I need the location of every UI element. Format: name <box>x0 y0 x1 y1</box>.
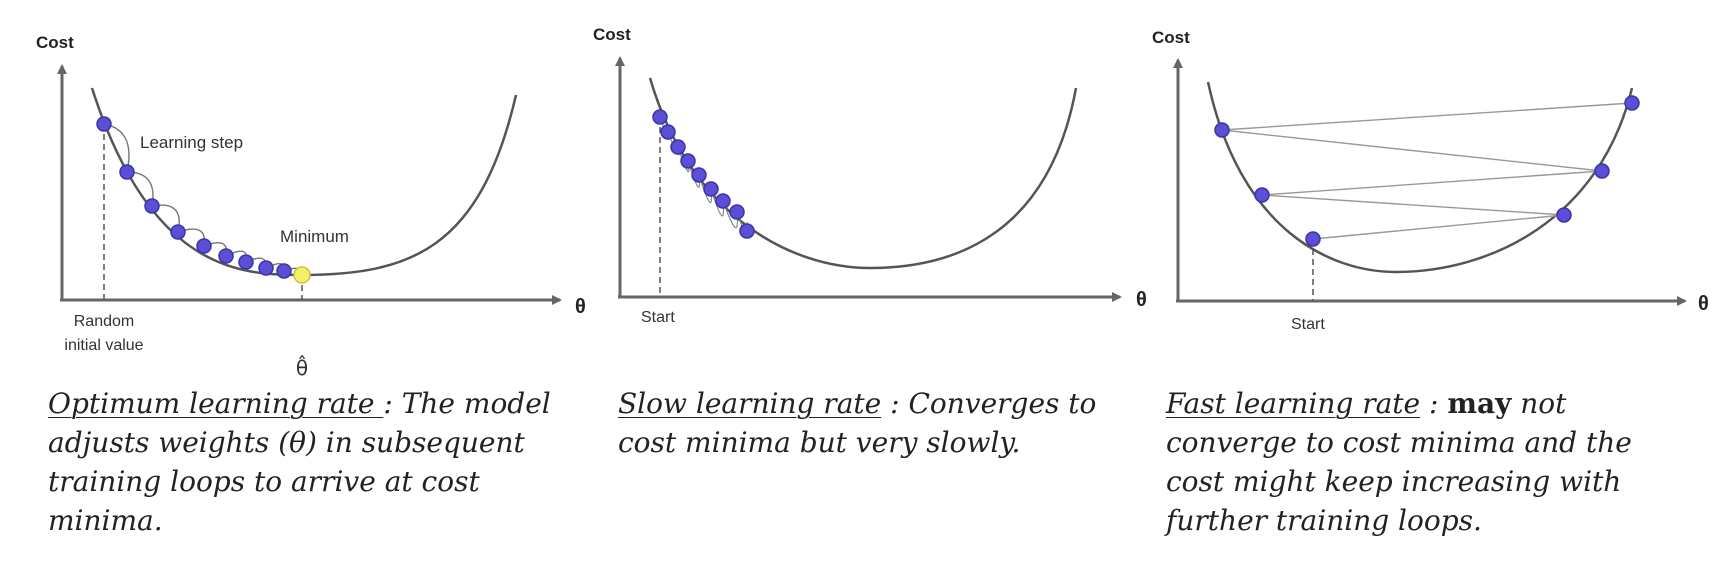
minimum-label: Minimum <box>280 227 349 246</box>
step-point <box>1214 122 1230 138</box>
cost-axis-label: Cost <box>36 33 74 52</box>
step-point <box>196 238 212 254</box>
minimum-point <box>293 266 311 284</box>
step-point <box>276 263 292 279</box>
step-point <box>670 139 686 155</box>
caption-optimum: Optimum learning rate : The model adjust… <box>48 384 588 540</box>
step-point <box>729 204 745 220</box>
panel-optimum: Cost θ Le <box>36 33 586 380</box>
panel-fast: Cost θ Start <box>1152 28 1709 333</box>
cost-curve <box>1206 81 1634 274</box>
caption-text: The model adjusts weights (θ) in subsequ… <box>48 387 551 537</box>
step-point <box>1305 231 1321 247</box>
start-label: Start <box>641 309 675 326</box>
step-point <box>715 193 731 209</box>
step-point <box>691 167 707 183</box>
learning-step-label: Learning step <box>140 133 243 152</box>
step-point <box>119 164 135 180</box>
step-point <box>739 223 755 239</box>
theta-axis-label: θ <box>1698 293 1709 315</box>
theta-axis-label: θ <box>1136 289 1147 311</box>
overshoot-steps <box>1221 102 1633 240</box>
learning-step-points <box>96 116 311 284</box>
caption-separator: : <box>383 387 402 420</box>
learning-step-points <box>1214 95 1640 247</box>
step-point <box>218 248 234 264</box>
step-point <box>660 124 676 140</box>
caption-title: Slow learning rate <box>618 387 882 420</box>
caption-separator: : <box>881 387 909 420</box>
cost-curve <box>90 87 518 277</box>
start-label: Start <box>1291 316 1325 333</box>
cost-axis-label: Cost <box>1152 28 1190 47</box>
caption-bold-word: may <box>1447 387 1512 420</box>
step-point <box>144 198 160 214</box>
caption-text: not converge to cost minima and the cost… <box>1166 387 1632 537</box>
panel-slow: Cost θ Start <box>593 25 1147 326</box>
caption-title: Optimum learning rate <box>48 387 384 420</box>
learning-step-points <box>652 109 755 239</box>
step-point <box>258 260 274 276</box>
theta-axis-label: θ <box>575 296 586 318</box>
step-point <box>1254 187 1270 203</box>
step-point <box>170 224 186 240</box>
cost-curve <box>648 77 1078 270</box>
step-point <box>652 109 668 125</box>
step-point <box>680 153 696 169</box>
cost-axis-label: Cost <box>593 25 631 44</box>
theta-hat-label: θ̂ <box>296 355 308 380</box>
step-point <box>1624 95 1640 111</box>
step-point <box>238 254 254 270</box>
caption-fast: Fast learning rate : may not converge to… <box>1166 384 1686 540</box>
random-initial-value-label-line1: Random <box>74 313 134 330</box>
random-initial-value-label-line2: initial value <box>64 337 143 354</box>
step-point <box>96 116 112 132</box>
step-point <box>1594 163 1610 179</box>
caption-separator: : <box>1420 387 1448 420</box>
caption-text: Converges to cost minima but very slowly… <box>618 387 1097 459</box>
step-point <box>1556 207 1572 223</box>
step-point <box>703 181 719 197</box>
caption-slow: Slow learning rate : Converges to cost m… <box>618 384 1118 462</box>
caption-title: Fast learning rate <box>1166 387 1421 420</box>
